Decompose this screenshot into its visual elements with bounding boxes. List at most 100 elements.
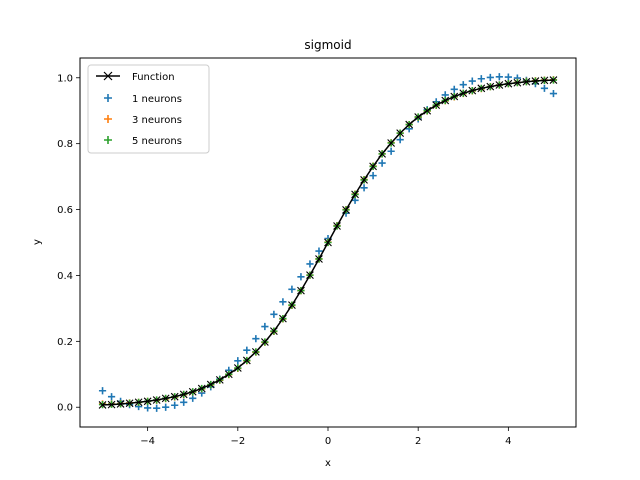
legend-label-function: Function bbox=[132, 72, 175, 83]
legend-label-1-neurons: 1 neurons bbox=[132, 94, 182, 105]
function-point bbox=[504, 79, 513, 88]
function-point bbox=[306, 271, 314, 280]
function-point bbox=[98, 401, 107, 409]
point-n1 bbox=[486, 73, 494, 82]
x-axis: −4 −2 0 2 4 bbox=[140, 427, 512, 447]
function-point bbox=[251, 347, 260, 356]
function-point bbox=[378, 149, 386, 158]
point-n1 bbox=[549, 89, 558, 98]
function-point bbox=[315, 255, 323, 263]
point-n1 bbox=[396, 136, 404, 144]
point-n1 bbox=[288, 285, 296, 293]
legend-box bbox=[87, 64, 210, 154]
function-point bbox=[423, 106, 432, 115]
function-point bbox=[260, 338, 269, 346]
point-n1 bbox=[171, 401, 179, 409]
function-point bbox=[441, 96, 450, 105]
y-tick-label: 0.6 bbox=[57, 205, 73, 216]
function-point bbox=[143, 397, 152, 406]
point-n1 bbox=[450, 85, 458, 93]
function-point bbox=[107, 400, 116, 409]
point-n1 bbox=[243, 346, 251, 354]
legend-plus-marker-3 bbox=[104, 115, 112, 123]
legend-item-1-neurons: 1 neurons bbox=[104, 94, 182, 105]
legend: Function 1 neurons 3 neurons 5 neurons bbox=[87, 64, 210, 154]
point-n1 bbox=[378, 159, 386, 167]
function-point bbox=[450, 92, 459, 101]
series-function bbox=[98, 76, 558, 409]
function-point bbox=[351, 190, 359, 199]
function-point bbox=[396, 129, 405, 138]
legend-item-function: Function bbox=[96, 71, 175, 83]
function-point bbox=[486, 82, 495, 91]
legend-item-3-neurons: 3 neurons bbox=[104, 115, 182, 126]
function-point bbox=[134, 398, 143, 407]
plot-area bbox=[98, 73, 558, 412]
point-n1 bbox=[162, 403, 170, 411]
point-n1 bbox=[98, 387, 107, 395]
function-point bbox=[116, 400, 125, 408]
point-n1 bbox=[369, 172, 377, 180]
point-n1 bbox=[504, 73, 512, 81]
function-point bbox=[333, 222, 341, 230]
point-n1 bbox=[279, 298, 287, 306]
x-tick-label: −2 bbox=[230, 436, 245, 447]
legend-plus-marker-5 bbox=[104, 136, 112, 144]
point-n1 bbox=[306, 260, 314, 268]
x-tick-label: 0 bbox=[325, 436, 331, 447]
function-point bbox=[242, 356, 251, 365]
function-point bbox=[224, 370, 233, 379]
function-point bbox=[233, 364, 242, 372]
function-point bbox=[414, 113, 423, 121]
point-n1 bbox=[459, 81, 467, 89]
function-point bbox=[152, 396, 161, 404]
function-point bbox=[179, 390, 188, 399]
function-point bbox=[387, 139, 396, 147]
legend-item-5-neurons: 5 neurons bbox=[104, 136, 182, 147]
function-point bbox=[279, 314, 287, 323]
function-point bbox=[540, 76, 549, 85]
point-n1 bbox=[252, 335, 260, 343]
point-n1 bbox=[261, 322, 269, 331]
function-point bbox=[360, 176, 368, 184]
function-point bbox=[324, 238, 332, 247]
point-n1 bbox=[315, 247, 323, 255]
function-point bbox=[405, 120, 414, 129]
legend-x-marker bbox=[103, 71, 113, 81]
x-axis-label: x bbox=[325, 458, 331, 469]
function-point bbox=[342, 205, 350, 214]
point-n1 bbox=[270, 310, 278, 318]
y-tick-label: 0.4 bbox=[57, 271, 73, 282]
function-point bbox=[549, 76, 558, 84]
point-n1 bbox=[234, 357, 242, 365]
point-n1 bbox=[540, 84, 549, 92]
y-tick-label: 0.0 bbox=[57, 403, 73, 414]
function-point bbox=[468, 86, 477, 95]
y-tick-label: 0.8 bbox=[57, 139, 73, 150]
function-point bbox=[188, 387, 197, 396]
function-point bbox=[288, 301, 296, 309]
function-point bbox=[369, 162, 377, 171]
function-point bbox=[432, 101, 441, 110]
function-point bbox=[270, 327, 278, 336]
function-point bbox=[215, 375, 224, 384]
function-point bbox=[522, 77, 531, 86]
y-axis-label: y bbox=[32, 239, 43, 245]
x-tick-label: −4 bbox=[140, 436, 155, 447]
function-point bbox=[170, 392, 179, 401]
point-n1 bbox=[189, 394, 197, 402]
function-point bbox=[495, 81, 504, 89]
point-n1 bbox=[468, 77, 476, 85]
y-tick-label: 0.2 bbox=[57, 337, 73, 348]
function-point bbox=[161, 394, 170, 403]
point-n1 bbox=[297, 273, 305, 281]
legend-plus-marker-1 bbox=[104, 94, 112, 102]
point-n1 bbox=[495, 73, 503, 81]
y-axis: 0.0 0.2 0.4 0.6 0.8 1.0 bbox=[57, 73, 80, 414]
function-point bbox=[477, 84, 486, 93]
point-n1 bbox=[144, 404, 152, 412]
function-point bbox=[459, 89, 468, 98]
legend-label-5-neurons: 5 neurons bbox=[132, 136, 182, 147]
function-point bbox=[531, 77, 540, 85]
